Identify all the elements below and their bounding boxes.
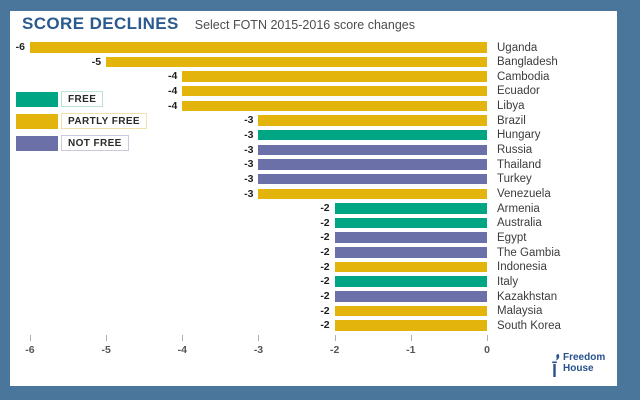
bar-country-label: Indonesia: [497, 261, 547, 274]
bar-country-label: Uganda: [497, 41, 538, 54]
x-axis-tick-label: -2: [329, 344, 340, 356]
bar-bangladesh: [106, 56, 487, 68]
x-axis-tick: [182, 335, 184, 341]
bar-value-label: -3: [244, 143, 254, 156]
bar-value-label: -5: [91, 55, 102, 68]
bar-country-label: Hungary: [497, 129, 541, 142]
bar-venezuela: [258, 188, 487, 199]
bar-country-label: South Korea: [497, 319, 561, 332]
bar-the-gambia: [334, 247, 487, 258]
x-axis-tick: [29, 335, 31, 341]
bar-kazakhstan: [334, 291, 487, 302]
bar-country-label: Cambodia: [497, 70, 550, 83]
bar-value-label: -6: [15, 41, 25, 53]
bar-country-label: Malaysia: [497, 305, 543, 318]
freedom-house-logo: Freedom House: [548, 352, 606, 378]
bar-value-label: -2: [320, 275, 330, 288]
bar-value-label: -2: [320, 202, 330, 215]
bar-south-korea: [334, 320, 487, 331]
legend: FREE PARTLY FREE NOT FREE: [16, 91, 148, 157]
torch-icon: [552, 354, 560, 377]
chart-title: SCORE DECLINES: [22, 14, 179, 33]
chart-header: SCORE DECLINES Select FOTN 2015-2016 scor…: [22, 14, 415, 34]
bar-country-label: Australia: [497, 217, 542, 230]
bar-value-label: -2: [320, 216, 330, 229]
bar-country-label: The Gambia: [497, 246, 561, 259]
bar-value-label: -4: [167, 84, 178, 97]
bar-egypt: [334, 232, 487, 243]
x-axis-tick: [410, 335, 412, 341]
bar-country-label: Bangladesh: [497, 56, 558, 69]
x-axis-tick: [487, 335, 488, 341]
bar-armenia: [334, 203, 487, 214]
bar-value-label: -2: [320, 246, 330, 259]
legend-item-partly-free: PARTLY FREE: [16, 113, 148, 129]
bar-thailand: [258, 159, 487, 170]
bar-value-label: -2: [320, 231, 330, 244]
chart-panel: SCORE DECLINES Select FOTN 2015-2016 scor…: [10, 11, 617, 386]
x-axis-tick: [106, 335, 108, 341]
bar-country-label: Ecuador: [497, 85, 540, 98]
bar-australia: [334, 217, 487, 229]
bar-country-label: Russia: [497, 144, 533, 157]
bar-country-label: Kazakhstan: [497, 290, 558, 303]
bar-country-label: Libya: [497, 100, 525, 113]
bar-hungary: [258, 129, 487, 141]
legend-swatch: [16, 91, 58, 107]
bar-indonesia: [334, 261, 487, 273]
legend-swatch: [16, 135, 58, 151]
bar-country-label: Thailand: [497, 158, 542, 171]
legend-swatch: [16, 113, 58, 129]
bar-brazil: [258, 115, 487, 126]
bar-chart-plot: -6 Uganda -5 Bangladesh -4 Cambodia -4 Ecuador -…: [10, 11, 617, 386]
legend-label: PARTLY FREE: [61, 113, 148, 129]
bar-country-label: Armenia: [497, 202, 540, 215]
bar-turkey: [258, 173, 487, 185]
bar-libya: [182, 100, 487, 112]
bar-country-label: Brazil: [497, 114, 526, 127]
bar-italy: [334, 276, 487, 287]
bar-russia: [258, 144, 487, 156]
bar-value-label: -2: [320, 304, 330, 317]
chart-subtitle: Select FOTN 2015-2016 score changes: [194, 18, 415, 32]
bar-country-label: Turkey: [497, 173, 532, 186]
bar-value-label: -4: [167, 70, 178, 83]
legend-label: FREE: [61, 91, 104, 107]
x-axis-tick-label: 0: [484, 344, 490, 356]
logo-line-2: House: [563, 362, 594, 374]
bar-value-label: -3: [244, 187, 254, 200]
bar-value-label: -4: [167, 99, 178, 112]
bar-uganda: [29, 42, 487, 53]
x-axis-tick-label: -6: [25, 344, 35, 356]
bar-value-label: -3: [244, 114, 254, 127]
logo-text: Freedom House: [563, 352, 606, 374]
bar-value-label: -2: [320, 319, 330, 332]
x-axis-tick-label: -5: [101, 344, 111, 356]
x-axis-tick: [334, 335, 336, 341]
bar-value-label: -2: [320, 260, 330, 273]
bar-malaysia: [334, 305, 487, 317]
legend-item-not-free: NOT FREE: [16, 135, 147, 151]
logo-line-1: Freedom: [563, 352, 606, 363]
legend-label: NOT FREE: [61, 135, 129, 151]
bar-value-label: -3: [244, 128, 254, 141]
bar-cambodia: [182, 71, 487, 82]
bar-value-label: -3: [244, 172, 254, 185]
x-axis-tick-label: -1: [406, 344, 416, 356]
x-axis-tick-label: -4: [177, 344, 187, 356]
bar-country-label: Venezuela: [497, 188, 551, 200]
bar-value-label: -2: [320, 290, 330, 303]
bar-country-label: Italy: [497, 275, 519, 288]
bar-value-label: -3: [244, 158, 254, 171]
legend-item-free: FREE: [16, 91, 147, 107]
x-axis-tick-label: -3: [253, 344, 264, 356]
bar-ecuador: [182, 85, 487, 97]
bar-country-label: Egypt: [497, 231, 527, 244]
x-axis-tick: [258, 335, 260, 341]
